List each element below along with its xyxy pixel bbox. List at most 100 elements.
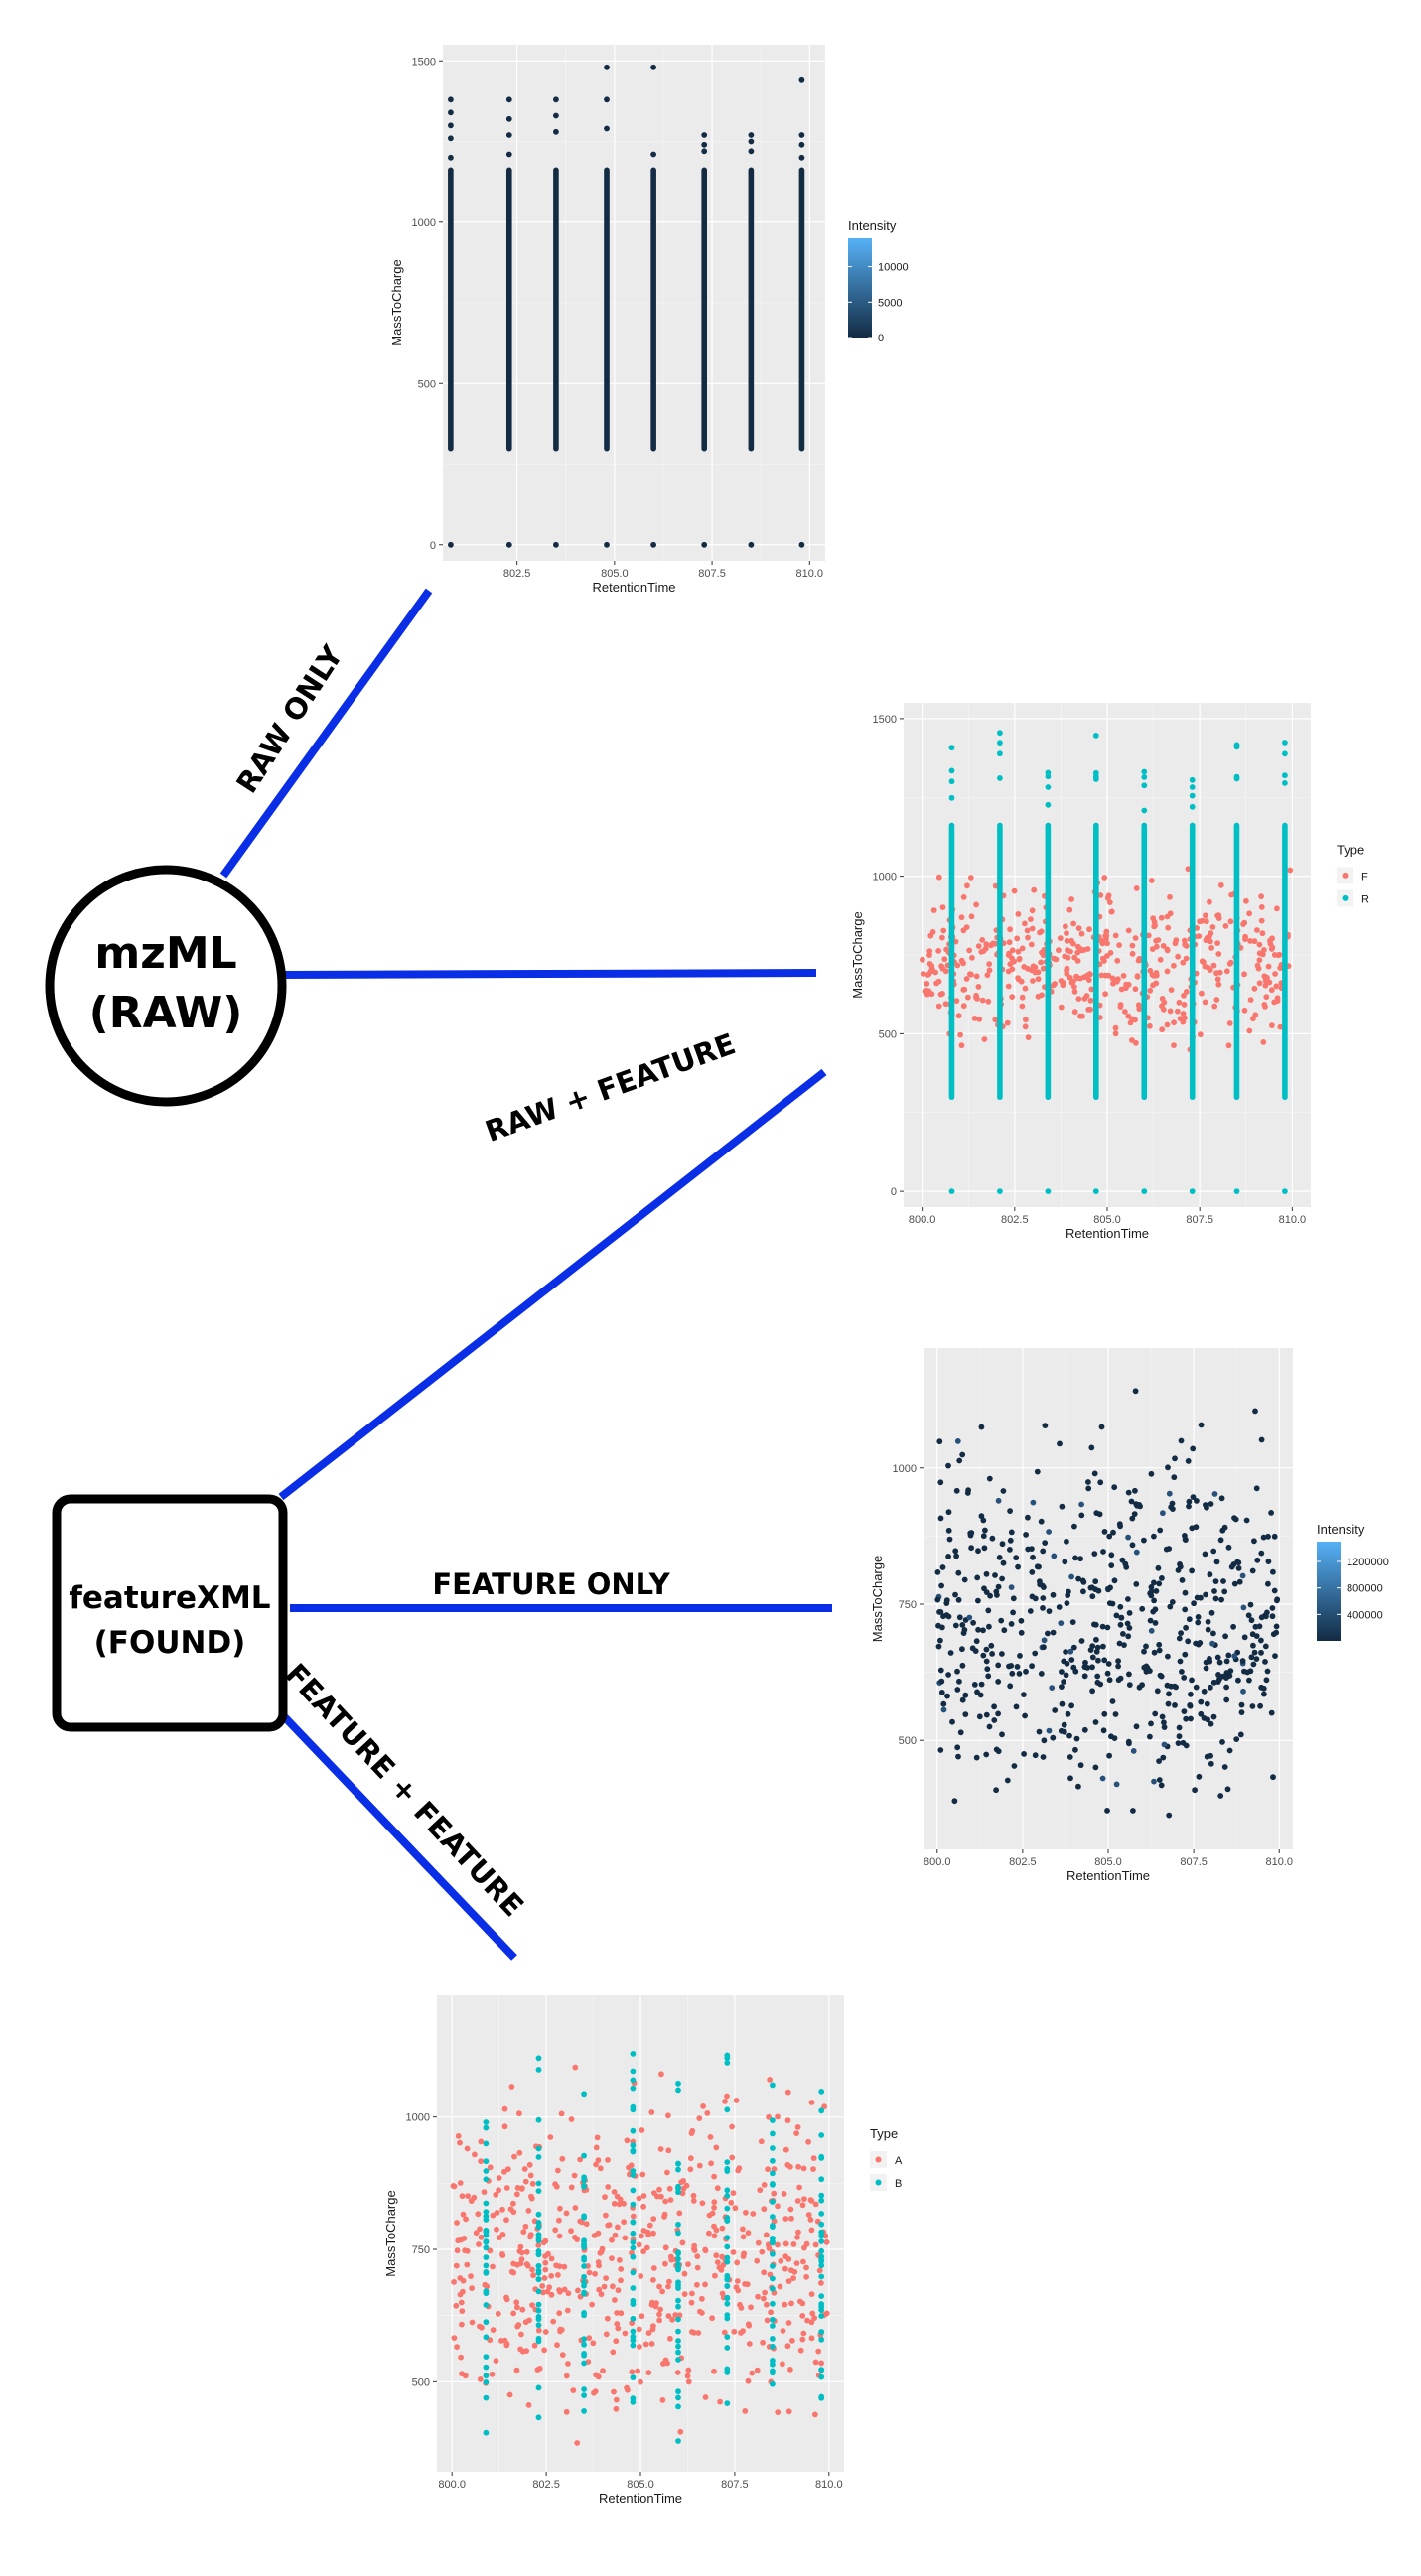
data-point <box>1139 1682 1145 1689</box>
data-point-B <box>675 2338 681 2344</box>
data-point-A <box>781 2191 787 2197</box>
data-point <box>943 1600 950 1606</box>
legend-entry: B <box>895 2178 902 2190</box>
data-point-F <box>1019 945 1026 952</box>
data-point-F <box>960 1003 967 1010</box>
data-point-R <box>948 745 955 751</box>
data-point-F <box>929 929 936 935</box>
data-point-R <box>1233 1188 1240 1194</box>
data-point-B <box>483 2373 490 2379</box>
data-point-B <box>675 2087 681 2094</box>
data-point-F <box>1030 978 1036 984</box>
data-point <box>1089 1664 1095 1671</box>
data-point-A <box>823 2238 830 2245</box>
data-point <box>937 1609 944 1615</box>
data-point-B <box>630 2239 637 2245</box>
data-point <box>1008 1584 1015 1590</box>
data-point-A <box>784 2089 791 2096</box>
data-point <box>1208 1720 1214 1727</box>
data-point-A <box>556 2310 563 2317</box>
data-point <box>1029 1569 1036 1575</box>
data-point <box>1139 1605 1146 1612</box>
data-point <box>961 1576 968 1583</box>
data-point <box>1198 1698 1205 1705</box>
data-point <box>989 1535 996 1542</box>
data-point-F <box>1153 980 1160 987</box>
data-point-R <box>948 767 955 774</box>
data-point-B <box>724 2283 731 2290</box>
data-point-A <box>592 2270 598 2277</box>
data-point-F <box>1171 1042 1177 1048</box>
data-point-F <box>1274 905 1280 912</box>
data-point <box>1203 1665 1209 1672</box>
data-point-F <box>1028 941 1035 948</box>
data-point-A <box>630 2213 637 2220</box>
data-point-F <box>1025 934 1031 941</box>
data-point-A <box>528 2195 535 2202</box>
data-point <box>1007 1508 1013 1514</box>
data-point <box>1078 1501 1084 1508</box>
data-point <box>650 541 656 548</box>
data-point <box>968 1530 975 1536</box>
data-point-A <box>799 2313 806 2319</box>
data-point-F <box>975 984 982 990</box>
data-point-A <box>696 2162 703 2169</box>
data-point <box>1008 1663 1015 1669</box>
data-point <box>1009 1670 1016 1677</box>
data-point-A <box>730 2190 737 2197</box>
data-point <box>954 1438 961 1444</box>
data-point-B <box>535 2384 542 2391</box>
data-point-B <box>818 2221 825 2228</box>
data-point-F <box>1159 996 1166 1002</box>
data-point-F <box>1226 1020 1233 1026</box>
data-point <box>1218 1596 1224 1603</box>
data-point-F <box>1031 886 1038 893</box>
data-point-A <box>667 2335 673 2342</box>
data-point-F <box>1217 881 1224 888</box>
data-point-A <box>525 2208 532 2214</box>
data-point-A <box>711 2223 717 2230</box>
data-point <box>1040 1754 1047 1760</box>
data-point-F <box>992 1017 999 1023</box>
data-point <box>1126 1610 1133 1616</box>
data-point <box>1156 1758 1162 1764</box>
data-point-A <box>556 2263 563 2270</box>
data-point <box>505 96 512 103</box>
data-point <box>1125 1738 1132 1745</box>
data-point <box>1166 1691 1172 1697</box>
data-point <box>1087 1647 1094 1653</box>
data-point-B <box>675 2189 681 2196</box>
data-point-A <box>764 2301 770 2308</box>
data-point-A <box>702 2281 708 2288</box>
scan-band-R <box>1045 822 1052 1101</box>
data-point-F <box>1151 923 1158 930</box>
data-point <box>1151 1579 1157 1586</box>
data-point-R <box>997 740 1003 746</box>
data-point <box>1165 1464 1171 1471</box>
data-point <box>1126 1625 1133 1631</box>
data-point-A <box>760 2339 766 2346</box>
data-point <box>1193 1640 1199 1647</box>
data-point-A <box>762 2289 768 2296</box>
data-point <box>993 1787 999 1794</box>
data-point-B <box>630 2337 637 2344</box>
data-point-B <box>770 2198 776 2205</box>
data-point <box>1063 1672 1069 1679</box>
data-point-B <box>483 2354 490 2361</box>
data-point-A <box>748 2304 754 2311</box>
data-point <box>959 1622 966 1628</box>
data-point <box>1013 1703 1020 1710</box>
data-point-F <box>1181 992 1187 999</box>
data-point-A <box>518 2331 524 2338</box>
data-point <box>1156 1647 1163 1654</box>
data-point-A <box>706 2230 712 2237</box>
data-point-F <box>1074 975 1081 982</box>
data-point-R <box>1189 803 1196 810</box>
data-point <box>959 1646 965 1653</box>
data-point <box>938 1582 944 1589</box>
data-point-F <box>1035 976 1042 983</box>
data-point <box>937 1637 943 1644</box>
data-point-F <box>1060 982 1066 989</box>
data-point-F <box>1256 950 1263 957</box>
data-point-F <box>1242 936 1248 942</box>
